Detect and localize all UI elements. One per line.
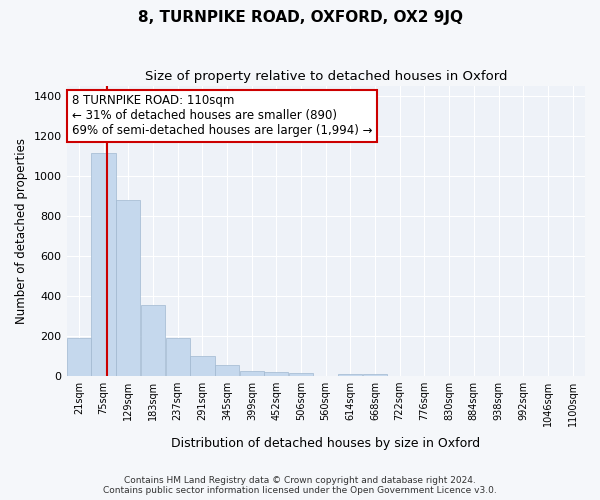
Text: Contains HM Land Registry data © Crown copyright and database right 2024.
Contai: Contains HM Land Registry data © Crown c…: [103, 476, 497, 495]
Bar: [91, 152, 116, 376]
Bar: [264, 372, 288, 376]
Bar: [67, 338, 91, 376]
X-axis label: Distribution of detached houses by size in Oxford: Distribution of detached houses by size …: [171, 437, 481, 450]
Text: 8, TURNPIKE ROAD, OXFORD, OX2 9JQ: 8, TURNPIKE ROAD, OXFORD, OX2 9JQ: [137, 10, 463, 25]
Bar: [190, 356, 215, 376]
Bar: [215, 365, 239, 376]
Bar: [363, 374, 387, 376]
Text: 8 TURNPIKE ROAD: 110sqm
← 31% of detached houses are smaller (890)
69% of semi-d: 8 TURNPIKE ROAD: 110sqm ← 31% of detache…: [72, 94, 372, 138]
Bar: [338, 374, 362, 376]
Bar: [240, 371, 264, 376]
Bar: [166, 338, 190, 376]
Y-axis label: Number of detached properties: Number of detached properties: [15, 138, 28, 324]
Bar: [141, 304, 165, 376]
Bar: [289, 373, 313, 376]
Bar: [116, 200, 140, 376]
Title: Size of property relative to detached houses in Oxford: Size of property relative to detached ho…: [145, 70, 507, 83]
